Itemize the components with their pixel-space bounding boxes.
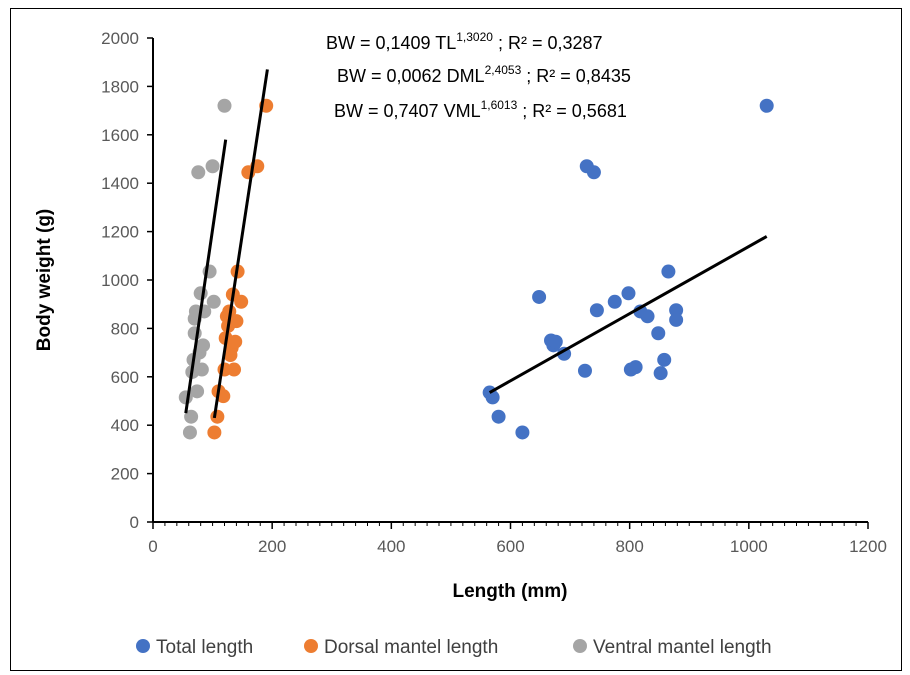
data-point [661,264,676,279]
data-point [621,286,636,301]
legend-label: Dorsal mantel length [324,637,498,658]
x-tick-label: 1000 [730,537,768,556]
data-point [184,409,199,424]
data-point [607,294,622,309]
legend-item-2: Ventral mantel length [573,637,772,658]
equation-0: BW = 0,1409 TL1,3020 ; R² = 0,3287 [326,30,603,53]
data-point [217,98,232,113]
data-point [669,303,684,318]
x-tick-label: 200 [258,537,286,556]
data-point [548,334,563,349]
equation-2: BW = 0,7407 VML1,6013 ; R² = 0,5681 [334,98,627,121]
x-tick-label: 400 [377,537,405,556]
data-point [657,352,672,367]
equation-1: BW = 0,0062 DML2,4053 ; R² = 0,8435 [337,63,631,86]
data-point [191,165,206,180]
data-point [205,159,220,174]
x-tick-label: 0 [148,537,157,556]
y-tick-label: 0 [130,513,139,532]
data-point [216,389,231,404]
data-point [532,289,547,304]
equation-exponent: 1,3020 [456,30,493,44]
data-point [653,366,668,381]
data-point [759,98,774,113]
y-tick-label: 800 [111,319,139,338]
legend-marker [304,639,318,653]
equation-r2: ; R² = 0,8435 [521,66,631,86]
axes [147,37,869,529]
data-point [586,165,601,180]
equation-lhs: BW = 0,1409 TL [326,33,456,53]
data-point [640,309,655,324]
data-point [485,390,500,405]
data-point [194,362,209,377]
y-tick-label: 200 [111,465,139,484]
data-point [628,360,643,375]
y-axis-title: Body weight (g) [34,209,55,351]
equation-lhs: BW = 0,0062 DML [337,66,485,86]
y-tick-label: 1200 [101,223,139,242]
y-tick-label: 2000 [101,29,139,48]
data-point [182,425,197,440]
y-tick-label: 600 [111,368,139,387]
data-point [651,326,666,341]
data-point [190,384,205,399]
data-point [234,294,249,309]
x-tick-label: 1200 [849,537,887,556]
x-tick-label: 600 [496,537,524,556]
data-point [206,294,221,309]
series-1-points [207,98,274,440]
equation-r2: ; R² = 0,3287 [493,33,603,53]
equation-lhs: BW = 0,7407 VML [334,101,481,121]
data-point [491,409,506,424]
legend-marker [573,639,587,653]
data-point [207,425,222,440]
legend-item-0: Total length [136,637,253,658]
legend-item-1: Dorsal mantel length [304,637,498,658]
chart-frame [10,8,902,671]
trendlines [184,69,768,419]
y-tick-label: 1800 [101,77,139,96]
data-point [228,334,243,349]
y-tick-label: 1000 [101,271,139,290]
equation-exponent: 2,4053 [485,63,522,77]
data-point [577,363,592,378]
data-point [229,314,244,329]
data-point [589,303,604,318]
data-points [178,98,774,440]
equation-exponent: 1,6013 [481,98,518,112]
x-tick-label: 800 [615,537,643,556]
series-0-points [482,98,774,440]
data-point [210,409,225,424]
data-point [196,338,211,353]
data-point [515,425,530,440]
legend-label: Total length [156,637,253,658]
equation-r2: ; R² = 0,5681 [517,101,627,121]
trendline-0 [488,235,768,394]
trendline-2 [184,139,228,414]
data-point [193,286,208,301]
y-tick-label: 400 [111,416,139,435]
legend: Total length Dorsal mantel length Ventral … [136,637,772,658]
y-axis-ticks: 0 200 400 600 800 1000 1200 1400 1600 1800 2000 [101,29,139,532]
x-axis-ticks: 0 200 400 600 800 1000 1200 [148,537,887,556]
trendline-1 [212,69,269,419]
legend-label: Ventral mantel length [593,637,772,658]
x-axis-title: Length (mm) [452,581,567,602]
data-point [669,312,684,327]
legend-marker [136,639,150,653]
data-point [227,362,242,377]
y-tick-label: 1600 [101,126,139,145]
y-tick-label: 1400 [101,174,139,193]
